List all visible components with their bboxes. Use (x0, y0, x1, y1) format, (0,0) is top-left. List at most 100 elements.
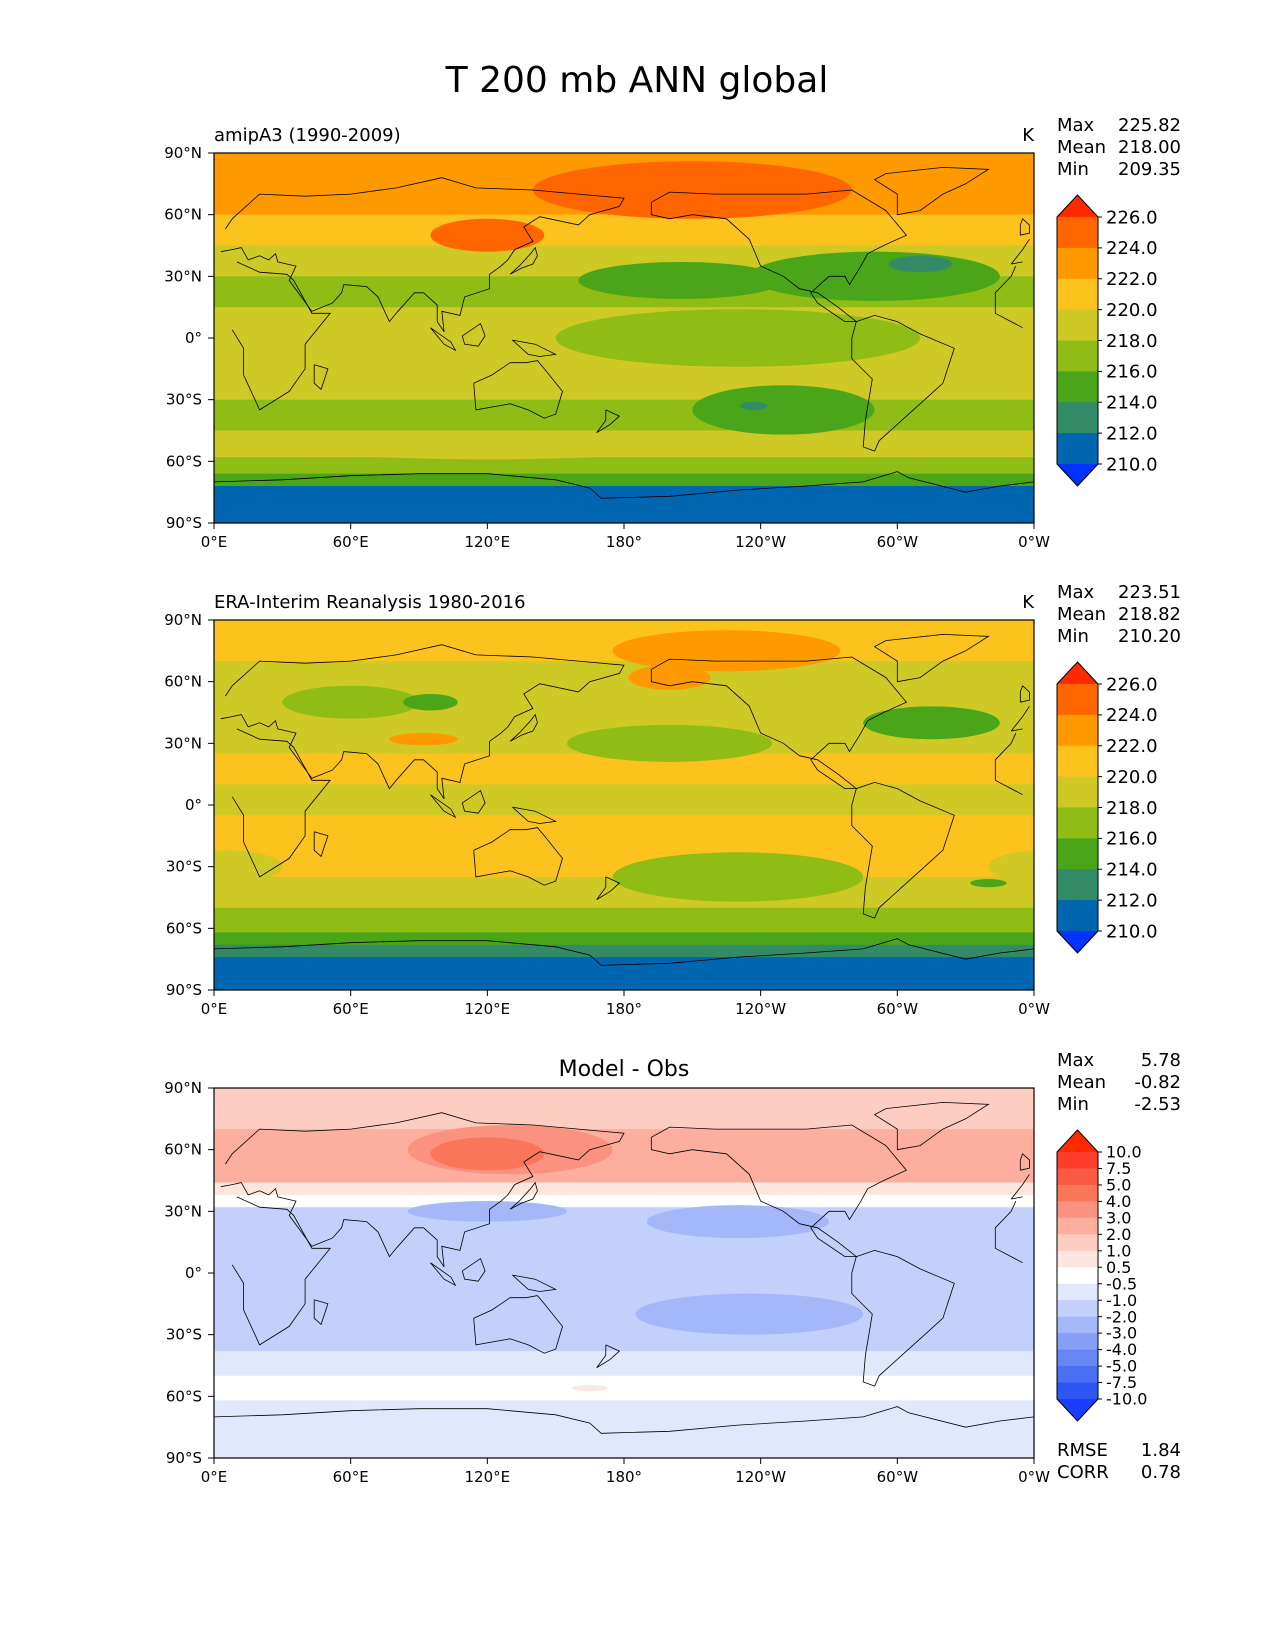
stat-label: Min (1057, 626, 1089, 647)
lat-tick-label: 30°N (164, 734, 202, 752)
panel-left-title: amipA3 (1990-2009) (214, 125, 401, 146)
panel-units: K (1022, 125, 1035, 146)
colorbar-segment (1057, 1316, 1098, 1334)
field-feature (43, 706, 180, 739)
colorbar-label: 226.0 (1106, 207, 1158, 228)
colorbar-extend-top (1057, 1130, 1098, 1152)
lon-tick-label: 60°W (877, 1000, 919, 1018)
lat-tick-label: 90°S (166, 981, 202, 999)
coastline (650, 1124, 908, 1257)
colorbar-label: -3.0 (1106, 1324, 1137, 1343)
stat-label: Max (1057, 582, 1095, 603)
colorbar-label: 7.5 (1106, 1159, 1131, 1178)
colorbar-label: 216.0 (1106, 362, 1158, 383)
field-band (214, 1159, 1034, 1184)
coastline (512, 1274, 558, 1292)
colorbar-label: 226.0 (1106, 674, 1158, 695)
field-feature (628, 665, 711, 690)
colorbar: 10.07.55.04.03.02.01.00.5-0.5-1.0-2.0-3.… (1056, 1129, 1147, 1422)
field-feature (68, 256, 132, 272)
field-band (214, 957, 1034, 990)
stat-label: Max (1057, 1050, 1095, 1071)
lat-tick-label: 90°N (164, 611, 202, 629)
coastline (512, 339, 558, 357)
coastline (650, 656, 908, 789)
lon-tick-label: 0°E (201, 1468, 228, 1486)
panel-units: K (1022, 592, 1035, 613)
rmse-value: 1.84 (1141, 1440, 1181, 1461)
colorbar-segment (1057, 714, 1098, 747)
colorbar-segment (1057, 745, 1098, 778)
colorbar-label: 212.0 (1106, 890, 1158, 911)
lon-tick-label: 120°W (735, 1000, 786, 1018)
colorbar-segment (1057, 340, 1098, 372)
stat-label: Mean (1057, 1072, 1106, 1093)
lat-tick-label: 90°S (166, 1449, 202, 1467)
map-field (68, 153, 1034, 523)
coastline (214, 938, 1034, 966)
colorbar-label: -0.5 (1106, 1274, 1137, 1293)
coastline (512, 806, 558, 824)
coastline (509, 713, 538, 742)
colorbar-segment (1057, 807, 1098, 839)
field-band (214, 1351, 1034, 1377)
lat-tick-label: 30°S (166, 1326, 202, 1344)
field-band (214, 486, 1034, 523)
stat-value: 223.51 (1118, 582, 1181, 603)
lon-tick-label: 120°W (735, 1468, 786, 1486)
field-feature (635, 1293, 864, 1335)
field-band (214, 907, 1034, 933)
field-band (214, 944, 1034, 958)
colorbar-label: 224.0 (1106, 238, 1158, 259)
field-feature (0, 630, 20, 671)
colorbar-label: -4.0 (1106, 1340, 1137, 1359)
coastline (214, 471, 1034, 499)
colorbar-segment (1057, 371, 1098, 403)
field-band (214, 399, 1034, 431)
field-feature (0, 1205, 9, 1238)
field-feature (555, 1096, 875, 1130)
colorbar-segment (1057, 776, 1098, 808)
field-band (214, 1194, 1034, 1208)
lon-tick-label: 180° (606, 1000, 642, 1018)
lat-tick-label: 30°S (166, 391, 202, 409)
field-band (214, 473, 1034, 487)
field-feature (150, 879, 186, 887)
stat-value: -2.53 (1134, 1094, 1181, 1115)
coastline (509, 1181, 538, 1210)
panel-left-title: ERA-Interim Reanalysis 1980-2016 (214, 592, 526, 613)
colorbar-label: -1.0 (1106, 1291, 1137, 1310)
coastline (220, 177, 1030, 333)
field-feature (236, 1423, 374, 1444)
coastline (650, 189, 908, 322)
colorbar-extend-top (1057, 662, 1098, 684)
coastline (231, 728, 1023, 878)
colorbar-segment (1057, 247, 1098, 280)
colorbar-label: 224.0 (1106, 705, 1158, 726)
field-band (214, 784, 1034, 816)
colorbar-segment (1057, 1267, 1098, 1285)
lat-tick-label: 0° (185, 796, 202, 814)
coastline (214, 1406, 1034, 1434)
colorbar-label: -10.0 (1106, 1390, 1147, 1409)
colorbar-extend-bottom (1057, 1399, 1098, 1421)
field-feature (430, 218, 545, 252)
coastline (873, 633, 990, 683)
colorbar: 226.0 224.0 222.0 220.0 218.0 216.0 214.0 212.0… (1056, 661, 1158, 954)
field-feature (740, 401, 768, 410)
field-band (214, 214, 1034, 246)
coastline (313, 1299, 329, 1326)
lat-tick-label: 0° (185, 1264, 202, 1282)
coastline (596, 409, 621, 433)
coastline (473, 360, 563, 419)
colorbar-extend-bottom (1057, 464, 1098, 486)
stat-label: Min (1057, 159, 1089, 180)
colorbar-extend-top (1057, 195, 1098, 217)
field-feature (646, 1205, 830, 1239)
lon-tick-label: 60°E (333, 533, 369, 551)
field-band (214, 1400, 1034, 1428)
lon-tick-label: 0°W (1018, 1000, 1050, 1018)
field-band (214, 368, 1034, 401)
lat-tick-label: 90°S (166, 514, 202, 532)
